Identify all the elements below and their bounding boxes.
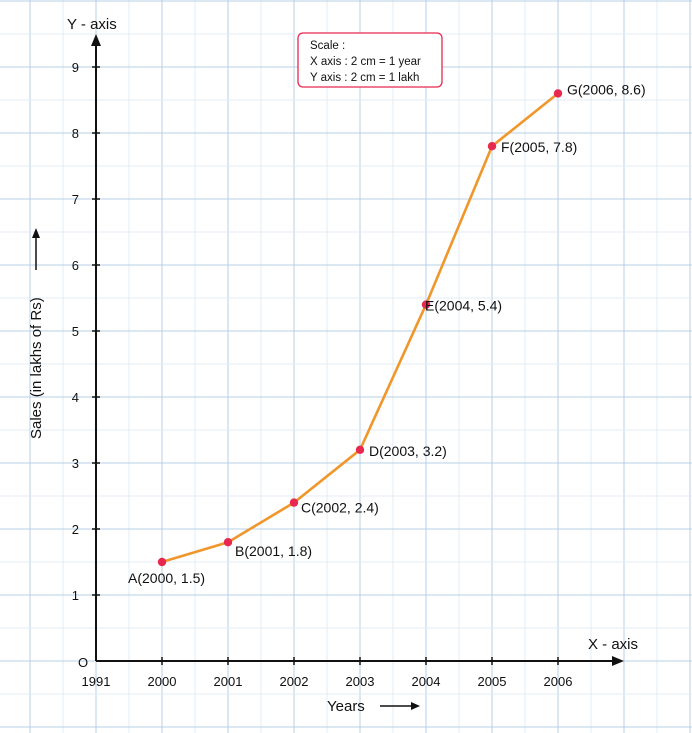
point-marker-b: [223, 538, 233, 547]
y-tick-label: 4: [72, 390, 79, 405]
scale-box: Scale : X axis : 2 cm = 1 year Y axis : …: [297, 32, 443, 88]
y-tick-label: 6: [72, 258, 79, 273]
origin-label: O: [78, 655, 88, 670]
y-tick-label: 8: [72, 126, 79, 141]
y-tick-label: 7: [72, 192, 79, 207]
x-tick-label: 2006: [544, 674, 573, 689]
point-marker-c: [289, 498, 299, 507]
point-label-a: A(2000, 1.5): [128, 570, 205, 586]
y-axis-arrowhead: [91, 34, 101, 46]
point-marker-f: [487, 142, 497, 151]
x-tick-label: 2005: [478, 674, 507, 689]
scale-box-x-line: X axis : 2 cm = 1 year: [310, 56, 421, 68]
point-marker-a: [157, 557, 167, 567]
y-tick-label: 1: [72, 588, 79, 603]
y-axis-name: Y - axis: [67, 16, 117, 33]
point-label-d: D(2003, 3.2): [369, 443, 447, 459]
point-label-g: G(2006, 8.6): [567, 81, 646, 97]
x-axis-arrowhead: [612, 656, 624, 666]
scale-box-y-line: Y axis : 2 cm = 1 lakh: [310, 72, 419, 84]
x-axis-title-arrow: [380, 702, 420, 710]
tick-labels: 2000 2001 2002 2003 2004 2005 2006 1 2 3 4 5 6 7 8 9: [72, 60, 573, 689]
x-tick-label: 2003: [346, 674, 375, 689]
y-tick-label: 5: [72, 324, 79, 339]
y-tick-label: 3: [72, 456, 79, 471]
point-label-f: F(2005, 7.8): [501, 139, 577, 155]
x-first-tick-label: 1991: [82, 674, 111, 689]
scale-box-frame: [297, 32, 443, 88]
point-marker-g: [553, 89, 563, 98]
x-tick-label: 2004: [412, 674, 441, 689]
data-series: A(2000, 1.5) B(2001, 1.8) C(2002, 2.4) D(20…: [128, 81, 646, 586]
axes: [91, 34, 624, 666]
x-tick-label: 2002: [280, 674, 309, 689]
y-tick-label: 9: [72, 60, 79, 75]
y-tick-label: 2: [72, 522, 79, 537]
y-axis-title: Sales (in lakhs of Rs): [28, 297, 45, 439]
point-marker-e: [421, 300, 431, 309]
x-tick-label: 2000: [148, 674, 177, 689]
x-axis-title: Years: [327, 698, 365, 715]
point-label-b: B(2001, 1.8): [235, 543, 312, 559]
scale-box-title: Scale :: [310, 40, 345, 52]
y-axis-title-arrow: [32, 228, 40, 270]
point-marker-d: [355, 445, 365, 454]
point-label-c: C(2002, 2.4): [301, 500, 379, 516]
x-tick-label: 2001: [214, 674, 243, 689]
x-axis-name: X - axis: [588, 636, 638, 653]
point-label-e: E(2004, 5.4): [425, 298, 502, 314]
